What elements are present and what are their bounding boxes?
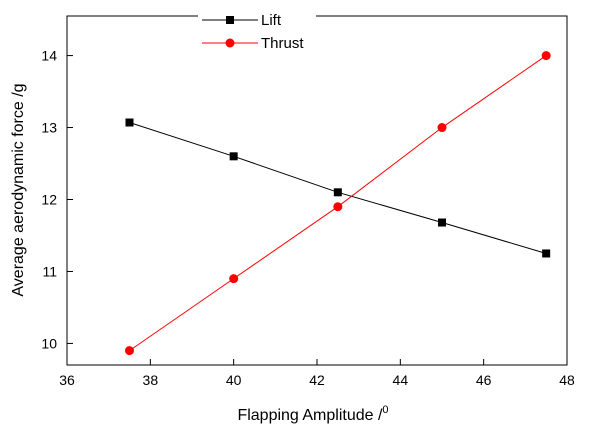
x-axis-title-main: Flapping Amplitude / (237, 407, 383, 424)
plot-frame (66, 15, 568, 366)
x-tick-label: 38 (143, 372, 159, 388)
data-point-thrust (541, 51, 551, 61)
series-layer (125, 51, 551, 356)
x-tick-label: 40 (226, 372, 242, 388)
legend-label-lift: Lift (261, 12, 282, 29)
y-tick-label: 12 (41, 191, 57, 207)
x-tick-label: 44 (393, 372, 409, 388)
x-tick-label: 48 (559, 372, 575, 388)
data-point-lift (125, 118, 134, 127)
data-point-lift (229, 152, 238, 161)
x-axis-ticks: 36 38 40 42 44 46 48 (59, 359, 575, 388)
legend: Lift Thrust (198, 10, 316, 56)
data-point-thrust (333, 202, 343, 212)
y-tick-label: 14 (41, 48, 57, 64)
legend-thrust-marker (225, 38, 235, 48)
x-tick-label: 42 (309, 372, 325, 388)
legend-label-thrust: Thrust (261, 35, 304, 52)
y-tick-label: 13 (41, 120, 57, 136)
data-point-lift (438, 218, 446, 227)
data-point-thrust (229, 274, 239, 284)
data-point-thrust (125, 346, 134, 356)
y-tick-label: 11 (42, 263, 57, 279)
x-tick-label: 36 (59, 372, 75, 388)
y-axis-title: Average aerodynamic force /g (10, 83, 27, 296)
x-axis-title-superscript: 0 (382, 404, 388, 416)
legend-box (198, 10, 316, 56)
y-axis-ticks: 10 11 12 13 14 (41, 48, 73, 351)
x-axis-title: Flapping Amplitude /0 (237, 404, 388, 424)
data-point-lift (542, 249, 551, 258)
data-point-thrust (437, 123, 447, 133)
series-line-lift (129, 122, 547, 254)
x-tick-label: 46 (476, 372, 492, 388)
y-tick-label: 10 (41, 335, 57, 351)
legend-lift-marker (226, 16, 234, 24)
data-point-lift (333, 188, 342, 197)
